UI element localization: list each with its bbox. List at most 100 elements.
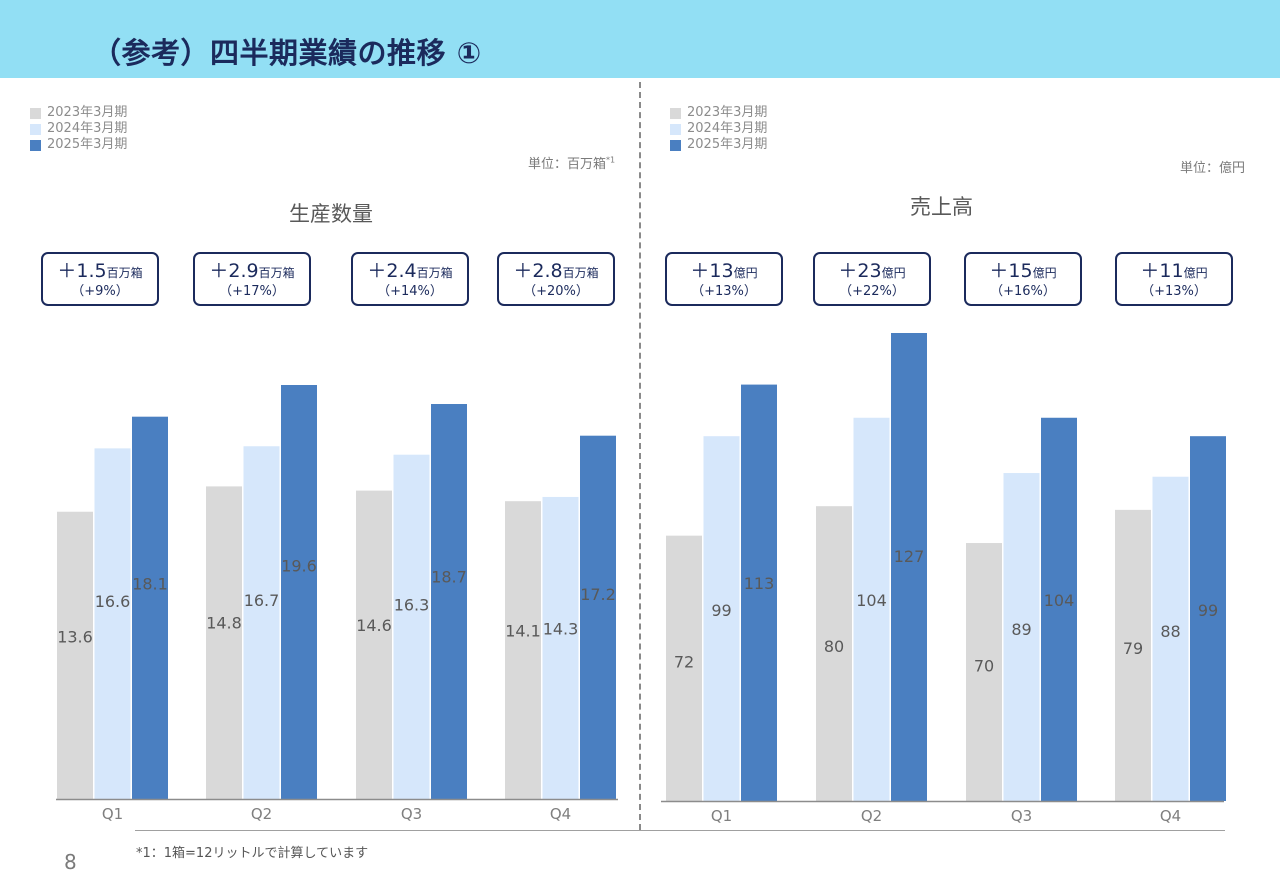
data-label: 19.6 <box>281 557 317 576</box>
callout-value: ＋23 <box>838 260 882 282</box>
callout-pct: （+22%） <box>839 284 905 299</box>
data-label: 79 <box>1123 639 1143 658</box>
legend-label: 2025年3月期 <box>687 137 768 152</box>
callout-unit: 百万箱 <box>258 266 295 280</box>
callout-pct: （+13%） <box>1141 284 1207 299</box>
x-tick-label: Q3 <box>1011 807 1032 825</box>
legend-item-fy2025: 2025年3月期 <box>670 137 767 153</box>
x-tick-label: Q4 <box>550 805 571 823</box>
data-label: 14.6 <box>356 616 392 635</box>
callout-value: ＋13 <box>690 260 734 282</box>
data-label: 99 <box>711 601 731 620</box>
bar <box>505 501 541 799</box>
legend-swatch <box>30 139 41 151</box>
x-tick-label: Q1 <box>711 807 732 825</box>
bar <box>891 333 927 801</box>
data-label: 13.6 <box>57 628 93 647</box>
chart-title-left: 生産数量 <box>289 202 373 226</box>
callout-unit: 百万箱 <box>562 266 599 280</box>
callout-left-q2: ＋2.9百万箱 （+17%） <box>193 252 311 306</box>
data-label: 89 <box>1011 620 1031 639</box>
callout-unit: 百万箱 <box>416 266 453 280</box>
unit-label-left: 単位：百万箱*1 <box>528 153 615 172</box>
bar <box>741 384 777 801</box>
legend-swatch <box>670 107 681 119</box>
unit-label-right: 単位：億円 <box>1180 161 1246 176</box>
legend-label: 2024年3月期 <box>687 121 768 136</box>
bar <box>542 496 579 799</box>
bar <box>206 486 242 799</box>
data-label: 18.7 <box>431 567 467 586</box>
legend-left: 2023年3月期 2024年3月期 2025年3月期 <box>30 105 127 153</box>
callout-right-q4: ＋11億円 （+13%） <box>1115 252 1233 306</box>
bar <box>356 490 392 799</box>
bar <box>393 454 430 799</box>
callout-unit: 億円 <box>733 266 758 280</box>
callout-left-q1: ＋1.5百万箱 （+9%） <box>41 252 159 306</box>
legend-label: 2024年3月期 <box>47 121 128 136</box>
callout-value: ＋11 <box>1140 260 1184 282</box>
x-tick-label: Q3 <box>401 805 422 823</box>
callout-left-q3: ＋2.4百万箱 （+14%） <box>351 252 469 306</box>
bar <box>57 511 93 799</box>
x-tick-label: Q1 <box>102 805 123 823</box>
bar <box>281 385 317 799</box>
callout-pct: （+9%） <box>71 284 129 299</box>
bar <box>1152 476 1189 801</box>
callout-value: ＋1.5 <box>57 260 107 282</box>
header-bar <box>0 0 1280 78</box>
bar <box>666 535 702 801</box>
bar <box>1115 509 1151 801</box>
callout-value: ＋15 <box>989 260 1033 282</box>
callout-right-q2: ＋23億円 （+22%） <box>813 252 931 306</box>
callout-right-q3: ＋15億円 （+16%） <box>964 252 1082 306</box>
callout-pct: （+14%） <box>377 284 443 299</box>
legend-swatch <box>30 107 41 119</box>
bar <box>580 435 616 799</box>
bar <box>132 416 168 799</box>
bar <box>1041 417 1077 801</box>
callout-right-q1: ＋13億円 （+13%） <box>665 252 783 306</box>
callout-unit: 百万箱 <box>106 266 143 280</box>
bar <box>431 404 467 799</box>
legend-item-fy2023: 2023年3月期 <box>30 105 127 121</box>
data-label: 104 <box>856 591 887 610</box>
callout-pct: （+17%） <box>219 284 285 299</box>
callout-pct: （+20%） <box>523 284 589 299</box>
legend-item-fy2024: 2024年3月期 <box>30 121 127 137</box>
data-label: 127 <box>894 547 925 566</box>
data-label: 70 <box>974 656 994 675</box>
data-label: 88 <box>1160 622 1180 641</box>
callout-pct: （+13%） <box>691 284 757 299</box>
callout-pct: （+16%） <box>990 284 1056 299</box>
bar <box>1003 473 1040 801</box>
data-label: 18.1 <box>132 574 168 593</box>
callout-unit: 億円 <box>881 266 906 280</box>
legend-right: 2023年3月期 2024年3月期 2025年3月期 <box>670 105 767 153</box>
legend-swatch <box>670 123 681 135</box>
legend-swatch <box>30 123 41 135</box>
bar <box>1190 436 1226 801</box>
unit-text: 単位：百万箱 <box>528 157 607 172</box>
data-label: 113 <box>744 574 775 593</box>
bar <box>94 448 131 799</box>
x-tick-label: Q2 <box>251 805 272 823</box>
data-label: 14.1 <box>505 622 541 641</box>
data-label: 16.6 <box>95 592 131 611</box>
data-label: 16.7 <box>244 591 280 610</box>
bar <box>816 506 852 801</box>
x-tick-label: Q4 <box>1160 807 1181 825</box>
data-label: 72 <box>674 653 694 672</box>
data-label: 17.2 <box>580 585 616 604</box>
bar <box>703 436 740 801</box>
x-tick-label: Q2 <box>861 807 882 825</box>
data-label: 104 <box>1044 591 1075 610</box>
data-label: 14.8 <box>206 613 242 632</box>
footnote: *1：1箱=12リットルで計算しています <box>136 846 369 861</box>
legend-item-fy2023: 2023年3月期 <box>670 105 767 121</box>
page-title: （参考）四半期業績の推移 ① <box>92 36 482 70</box>
page-number: 8 <box>64 850 77 874</box>
callout-unit: 億円 <box>1183 266 1208 280</box>
callout-value: ＋2.8 <box>513 260 563 282</box>
